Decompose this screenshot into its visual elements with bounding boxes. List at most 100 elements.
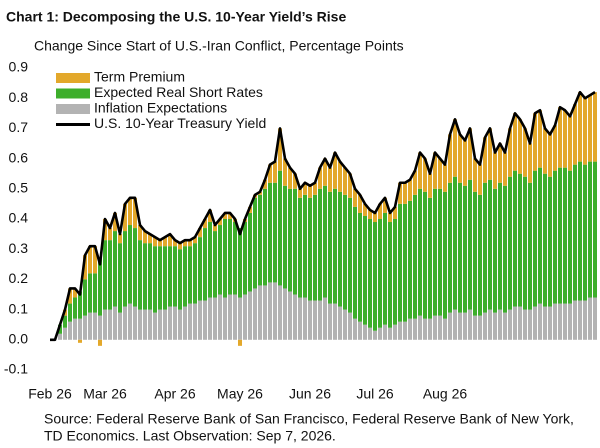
bar-segment — [78, 291, 82, 319]
bar-segment — [373, 222, 377, 331]
bar-segment — [408, 318, 412, 340]
bar-segment — [523, 176, 527, 310]
bar-segment — [463, 185, 467, 313]
bar-segment — [478, 194, 482, 316]
bar-segment — [383, 197, 387, 213]
bar-segment — [273, 282, 277, 340]
y-tick-label: 0.7 — [9, 119, 29, 135]
bar-segment — [418, 152, 422, 189]
x-tick-label: Jun 26 — [289, 386, 331, 402]
bar-segment — [498, 309, 502, 340]
bar-segment — [473, 191, 477, 316]
bar-segment — [228, 219, 232, 295]
bar-segment — [488, 128, 492, 180]
bar-segment — [93, 273, 97, 313]
bar-segment — [253, 197, 257, 289]
bar-segment — [363, 203, 367, 216]
bar-segment — [448, 182, 452, 313]
bar-segment — [78, 339, 82, 343]
bar-segment — [358, 194, 362, 213]
bar-segment — [73, 297, 77, 319]
legend-swatch — [56, 104, 90, 114]
y-tick-label: -0.1 — [4, 361, 28, 377]
bar-segment — [308, 300, 312, 340]
bar-segment — [393, 206, 397, 219]
bar-segment — [398, 203, 402, 322]
bar-segment — [353, 318, 357, 340]
bar-segment — [463, 140, 467, 186]
bar-segment — [158, 309, 162, 340]
bar-segment — [333, 303, 337, 340]
bar-segment — [183, 306, 187, 340]
bar-segment — [198, 237, 202, 301]
bar-segment — [338, 306, 342, 340]
bar-segment — [483, 137, 487, 183]
chart-title: Chart 1: Decomposing the U.S. 10-Year Yi… — [6, 9, 346, 25]
bar-segment — [58, 333, 62, 340]
bar-segment — [323, 297, 327, 340]
bar-segment — [298, 297, 302, 340]
bar-segment — [233, 294, 237, 340]
bar-segment — [553, 125, 557, 171]
bar-segment — [388, 212, 392, 223]
bar-segment — [243, 294, 247, 340]
bar-segment — [193, 243, 197, 304]
bar-segment — [378, 203, 382, 219]
y-tick-label: 0.0 — [9, 331, 29, 347]
legend-label: Expected Real Short Rates — [94, 84, 263, 100]
bar-segment — [433, 315, 437, 340]
bar-segment — [113, 212, 117, 232]
bar-segment — [503, 152, 507, 186]
bar-segment — [178, 249, 182, 310]
bar-segment — [423, 318, 427, 340]
bar-segment — [518, 306, 522, 340]
bar-segment — [328, 167, 332, 192]
bar-segment — [178, 243, 182, 250]
bar-segment — [553, 303, 557, 340]
bar-segment — [168, 234, 172, 247]
bar-segment — [523, 128, 527, 177]
bar-segment — [298, 188, 302, 198]
bar-segment — [83, 255, 87, 280]
bar-segment — [548, 176, 552, 307]
bar-segment — [423, 191, 427, 319]
bar-segment — [128, 197, 132, 226]
bar-segment — [393, 324, 397, 340]
bar-segment — [358, 321, 362, 340]
bar-segment — [158, 240, 162, 247]
bar-segment — [513, 113, 517, 171]
bar-segment — [193, 303, 197, 340]
bar-segment — [118, 234, 122, 244]
bar-segment — [203, 228, 207, 301]
bar-segment — [208, 222, 212, 298]
bar-segment — [533, 113, 537, 171]
bar-segment — [93, 312, 97, 340]
bar-segment — [153, 312, 157, 340]
bar-segment — [218, 225, 222, 295]
bar-segment — [188, 240, 192, 247]
bar-segment — [408, 179, 412, 201]
bar-segment — [453, 176, 457, 310]
bar-segment — [583, 300, 587, 340]
bar-segment — [513, 306, 517, 340]
legend-swatch — [56, 88, 90, 99]
bar-segment — [163, 309, 167, 340]
bar-segment — [153, 237, 157, 247]
bar-segment — [568, 116, 572, 171]
bar-segment — [493, 188, 497, 313]
bar-segment — [423, 158, 427, 192]
bar-segment — [188, 303, 192, 340]
bar-segment — [258, 285, 262, 340]
bar-segment — [543, 128, 547, 174]
bar-segment — [323, 185, 327, 298]
bar-segment — [373, 212, 377, 223]
bar-segment — [183, 240, 187, 247]
bar-segment — [138, 309, 142, 340]
bar-segment — [563, 303, 567, 340]
bar-segment — [458, 134, 462, 183]
bar-segment — [333, 188, 337, 304]
bar-segment — [418, 315, 422, 340]
bar-segment — [443, 164, 447, 192]
bar-segment — [383, 324, 387, 340]
